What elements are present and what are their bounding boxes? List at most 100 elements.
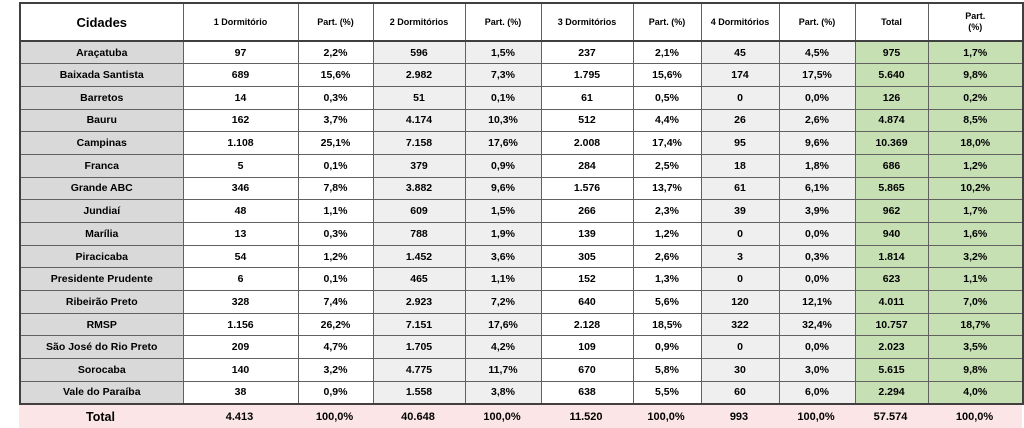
value-cell: 3.882 xyxy=(372,176,466,201)
value-cell: 95 xyxy=(700,131,780,155)
table-row: Sorocaba 140 3,2% 4.775 11,7% 670 5,8% 30 3,0% 5.… xyxy=(19,358,1024,382)
percent-cell: 0,1% xyxy=(464,85,542,110)
value-cell: 2.294 xyxy=(854,380,929,405)
city-cell: Sorocaba xyxy=(19,358,184,382)
value-cell: 4.174 xyxy=(372,108,466,133)
percent-cell: 3,0% xyxy=(778,358,856,382)
value-cell: 346 xyxy=(182,176,299,201)
value-cell: 686 xyxy=(854,153,929,178)
value-cell: 1,1% xyxy=(927,267,1024,292)
percent-cell: 0,0% xyxy=(778,267,856,292)
value-cell: 5.615 xyxy=(854,358,929,382)
percent-cell: 0,9% xyxy=(464,153,542,178)
table-row: Ribeirão Preto 328 7,4% 2.923 7,2% 640 5,6% 120… xyxy=(19,290,1024,314)
value-cell: 152 xyxy=(540,267,634,292)
value-cell: 61 xyxy=(540,85,634,110)
header-cell: Part. (%) xyxy=(464,2,542,42)
percent-cell: 13,7% xyxy=(632,176,702,201)
percent-cell: 1,1% xyxy=(297,199,374,223)
percent-cell: 1,1% xyxy=(464,267,542,292)
value-cell: 328 xyxy=(182,290,299,314)
value-cell: 162 xyxy=(182,108,299,133)
value-cell: 623 xyxy=(854,267,929,292)
percent-cell: 0,1% xyxy=(297,267,374,292)
percent-cell: 1,9% xyxy=(464,222,542,246)
value-cell: 140 xyxy=(182,358,299,382)
value-cell: 4.775 xyxy=(372,358,466,382)
value-cell: 640 xyxy=(540,290,634,314)
value-cell: 4,0% xyxy=(927,380,1024,405)
value-cell: 61 xyxy=(700,176,780,201)
city-cell: RMSP xyxy=(19,312,184,337)
table-row: Barretos 14 0,3% 51 0,1% 61 0,5% 0 0,0% 126 0,2% xyxy=(19,85,1024,110)
city-cell: Araçatuba xyxy=(19,40,184,65)
header-cell: Part. (%) xyxy=(297,2,374,42)
total-row: Total 4.413 100,0% 40.648 100,0% 11.520 100,0%… xyxy=(19,405,1022,428)
value-cell: 209 xyxy=(182,335,299,360)
percent-cell: 5,8% xyxy=(632,358,702,382)
header-cell: Part. (%) xyxy=(632,2,702,42)
value-cell: 1,6% xyxy=(927,222,1024,246)
percent-cell: 9,6% xyxy=(778,131,856,155)
total-value-cell: 100,0% xyxy=(632,405,700,428)
total-label-cell: Total xyxy=(19,405,182,428)
percent-cell: 26,2% xyxy=(297,312,374,337)
header-cell-cities: Cidades xyxy=(19,2,184,42)
value-cell: 97 xyxy=(182,40,299,65)
value-cell: 266 xyxy=(540,199,634,223)
value-cell: 4.874 xyxy=(854,108,929,133)
value-cell: 9,8% xyxy=(927,63,1024,87)
value-cell: 7,0% xyxy=(927,290,1024,314)
value-cell: 10,2% xyxy=(927,176,1024,201)
value-cell: 1.576 xyxy=(540,176,634,201)
percent-cell: 17,4% xyxy=(632,131,702,155)
total-value-cell: 100,0% xyxy=(464,405,540,428)
value-cell: 1.108 xyxy=(182,131,299,155)
percent-cell: 5,5% xyxy=(632,380,702,405)
table-header-row: Cidades 1 Dormitório Part. (%) 2 Dormitório… xyxy=(19,2,1024,42)
value-cell: 7.151 xyxy=(372,312,466,337)
value-cell: 60 xyxy=(700,380,780,405)
value-cell: 13 xyxy=(182,222,299,246)
percent-cell: 15,6% xyxy=(297,63,374,87)
value-cell: 465 xyxy=(372,267,466,292)
table-row: Vale do Paraíba 38 0,9% 1.558 3,8% 638 5,5% 60 6… xyxy=(19,380,1024,405)
value-cell: 638 xyxy=(540,380,634,405)
city-cell: Piracicaba xyxy=(19,244,184,269)
percent-cell: 11,7% xyxy=(464,358,542,382)
total-value-cell: 100,0% xyxy=(778,405,854,428)
value-cell: 5.640 xyxy=(854,63,929,87)
percent-cell: 1,5% xyxy=(464,40,542,65)
value-cell: 609 xyxy=(372,199,466,223)
value-cell: 788 xyxy=(372,222,466,246)
value-cell: 10.757 xyxy=(854,312,929,337)
percent-cell: 1,5% xyxy=(464,199,542,223)
percent-cell: 7,4% xyxy=(297,290,374,314)
value-cell: 0 xyxy=(700,222,780,246)
total-value-cell: 40.648 xyxy=(372,405,464,428)
header-cell: Part. (%) xyxy=(778,2,856,42)
value-cell: 379 xyxy=(372,153,466,178)
value-cell: 1.814 xyxy=(854,244,929,269)
value-cell: 5.865 xyxy=(854,176,929,201)
total-value-cell: 100,0% xyxy=(927,405,1022,428)
header-cell: Total xyxy=(854,2,929,42)
percent-cell: 2,2% xyxy=(297,40,374,65)
value-cell: 322 xyxy=(700,312,780,337)
percent-cell: 17,6% xyxy=(464,312,542,337)
percent-cell: 1,2% xyxy=(632,222,702,246)
city-cell: Ribeirão Preto xyxy=(19,290,184,314)
percent-cell: 2,6% xyxy=(632,244,702,269)
value-cell: 2.923 xyxy=(372,290,466,314)
value-cell: 48 xyxy=(182,199,299,223)
value-cell: 2.023 xyxy=(854,335,929,360)
value-cell: 0 xyxy=(700,267,780,292)
value-cell: 512 xyxy=(540,108,634,133)
city-cell: Campinas xyxy=(19,131,184,155)
value-cell: 689 xyxy=(182,63,299,87)
value-cell: 1,7% xyxy=(927,40,1024,65)
header-cell: Part. (%) xyxy=(927,2,1024,42)
value-cell: 1.795 xyxy=(540,63,634,87)
value-cell: 1.156 xyxy=(182,312,299,337)
value-cell: 1.558 xyxy=(372,380,466,405)
